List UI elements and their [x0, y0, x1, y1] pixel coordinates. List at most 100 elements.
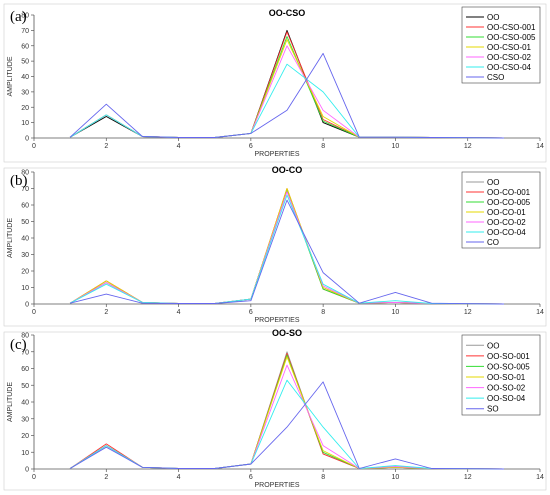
x-tick-label: 10 — [392, 309, 400, 316]
panel-frame — [3, 167, 547, 327]
x-axis-label: PROPERTIES — [255, 482, 300, 489]
legend-entry-label: OO-CO-02 — [487, 218, 526, 227]
legend-entry-label: OO-SO-04 — [487, 394, 526, 403]
x-axis-label: PROPERTIES — [255, 151, 300, 158]
y-axis-label: AMPLITUDE — [7, 56, 14, 96]
panel-label: (b) — [10, 173, 28, 189]
panel-frame — [3, 3, 547, 163]
x-tick-label: 14 — [536, 309, 544, 316]
y-tick-label: 40 — [21, 400, 29, 407]
legend-entry-label: OO-SO-001 — [487, 352, 530, 361]
x-tick-label: 8 — [321, 474, 325, 481]
legend-box — [461, 171, 541, 249]
chart-title: OO-CSO — [269, 8, 306, 18]
legend-entry-label: CSO — [487, 73, 504, 82]
x-tick-label: 10 — [392, 474, 400, 481]
chart-panel-2: 0 2 4 6 8 10 12 14 0 10 20 30 40 50 60 70 80 PROPERTIES AM… — [3, 165, 547, 327]
legend-entry-label: OO-CSO-02 — [487, 53, 532, 62]
y-tick-label: 50 — [21, 383, 29, 390]
legend-entry-label: OO-CO-04 — [487, 228, 526, 237]
y-tick-label: 10 — [21, 450, 29, 457]
legend: OOOO-CSO-001OO-CSO-005OO-CSO-01OO-CSO-02… — [461, 6, 541, 84]
x-tick-label: 6 — [249, 309, 253, 316]
x-tick-label: 12 — [464, 474, 472, 481]
y-tick-label: 10 — [21, 285, 29, 292]
chart-title: OO-SO — [272, 328, 302, 338]
y-tick-label: 80 — [21, 333, 29, 340]
y-tick-label: 70 — [21, 28, 29, 35]
x-tick-label: 6 — [249, 474, 253, 481]
x-tick-label: 4 — [177, 474, 181, 481]
x-tick-label: 12 — [464, 143, 472, 150]
legend-entry-label: OO-CSO-001 — [487, 23, 536, 32]
y-axis-label: AMPLITUDE — [7, 382, 14, 422]
legend-box — [461, 6, 541, 84]
x-tick-label: 2 — [104, 143, 108, 150]
y-tick-label: 60 — [21, 366, 29, 373]
y-tick-label: 0 — [25, 136, 29, 143]
x-tick-label: 4 — [177, 309, 181, 316]
legend-entry-label: OO — [487, 341, 499, 350]
x-tick-label: 0 — [32, 143, 36, 150]
legend-entry-label: OO-SO-005 — [487, 362, 530, 371]
y-axis-label: AMPLITUDE — [7, 218, 14, 258]
y-tick-label: 50 — [21, 219, 29, 226]
legend-box — [461, 334, 541, 416]
y-tick-label: 60 — [21, 43, 29, 50]
y-tick-label: 70 — [21, 186, 29, 193]
series-line-7 — [69, 52, 504, 139]
legend-entry-label: OO-SO-01 — [487, 373, 526, 382]
legend-entry-label: OO-CSO-04 — [487, 63, 532, 72]
y-tick-label: 30 — [21, 416, 29, 423]
legend-entry-label: SO — [487, 405, 499, 414]
chart-panel-1: 0 2 4 6 8 10 12 14 0 10 20 30 40 50 60 70 80 PROPERTIES AM… — [3, 3, 547, 163]
y-tick-label: 80 — [21, 170, 29, 177]
x-tick-label: 8 — [321, 309, 325, 316]
y-tick-label: 50 — [21, 59, 29, 66]
y-tick-label: 0 — [25, 467, 29, 474]
chart-panel-3: 0 2 4 6 8 10 12 14 0 10 20 30 40 50 60 70 80 PROPERTIES AM… — [3, 328, 547, 491]
y-tick-label: 20 — [21, 269, 29, 276]
legend-entry-label: OO-CO-005 — [487, 198, 531, 207]
x-tick-label: 2 — [104, 474, 108, 481]
x-tick-label: 0 — [32, 474, 36, 481]
x-tick-label: 12 — [464, 309, 472, 316]
y-tick-label: 30 — [21, 252, 29, 259]
legend-entry-label: OO-CO-001 — [487, 188, 531, 197]
x-tick-label: 6 — [249, 143, 253, 150]
panel-frame — [3, 331, 547, 491]
legend-entry-label: OO — [487, 13, 499, 22]
y-tick-label: 60 — [21, 203, 29, 210]
x-tick-label: 14 — [536, 143, 544, 150]
y-tick-label: 20 — [21, 433, 29, 440]
y-tick-label: 0 — [25, 302, 29, 309]
y-tick-label: 80 — [21, 13, 29, 20]
x-tick-label: 14 — [536, 474, 544, 481]
legend-entry-label: OO-CSO-01 — [487, 43, 532, 52]
x-tick-label: 10 — [392, 143, 400, 150]
x-tick-label: 2 — [104, 309, 108, 316]
y-tick-label: 20 — [21, 105, 29, 112]
chart-title: OO-CO — [272, 165, 303, 175]
legend-entry-label: OO-CSO-005 — [487, 33, 536, 42]
y-tick-label: 40 — [21, 236, 29, 243]
legend-entry-label: CO — [487, 238, 499, 247]
legend-entry-label: OO — [487, 178, 499, 187]
panel-label: (c) — [10, 337, 27, 353]
y-tick-label: 30 — [21, 89, 29, 96]
x-tick-label: 8 — [321, 143, 325, 150]
panel-label: (a) — [10, 9, 27, 25]
y-tick-label: 10 — [21, 120, 29, 127]
series-line-7 — [69, 199, 504, 305]
legend-entry-label: OO-CO-01 — [487, 208, 526, 217]
legend-entry-label: OO-SO-02 — [487, 384, 526, 393]
x-axis-label: PROPERTIES — [255, 317, 300, 324]
series-line-7 — [69, 381, 504, 470]
x-tick-label: 4 — [177, 143, 181, 150]
y-tick-label: 40 — [21, 74, 29, 81]
x-tick-label: 0 — [32, 309, 36, 316]
legend: OOOO-CO-001OO-CO-005OO-CO-01OO-CO-02OO-C… — [461, 171, 541, 249]
